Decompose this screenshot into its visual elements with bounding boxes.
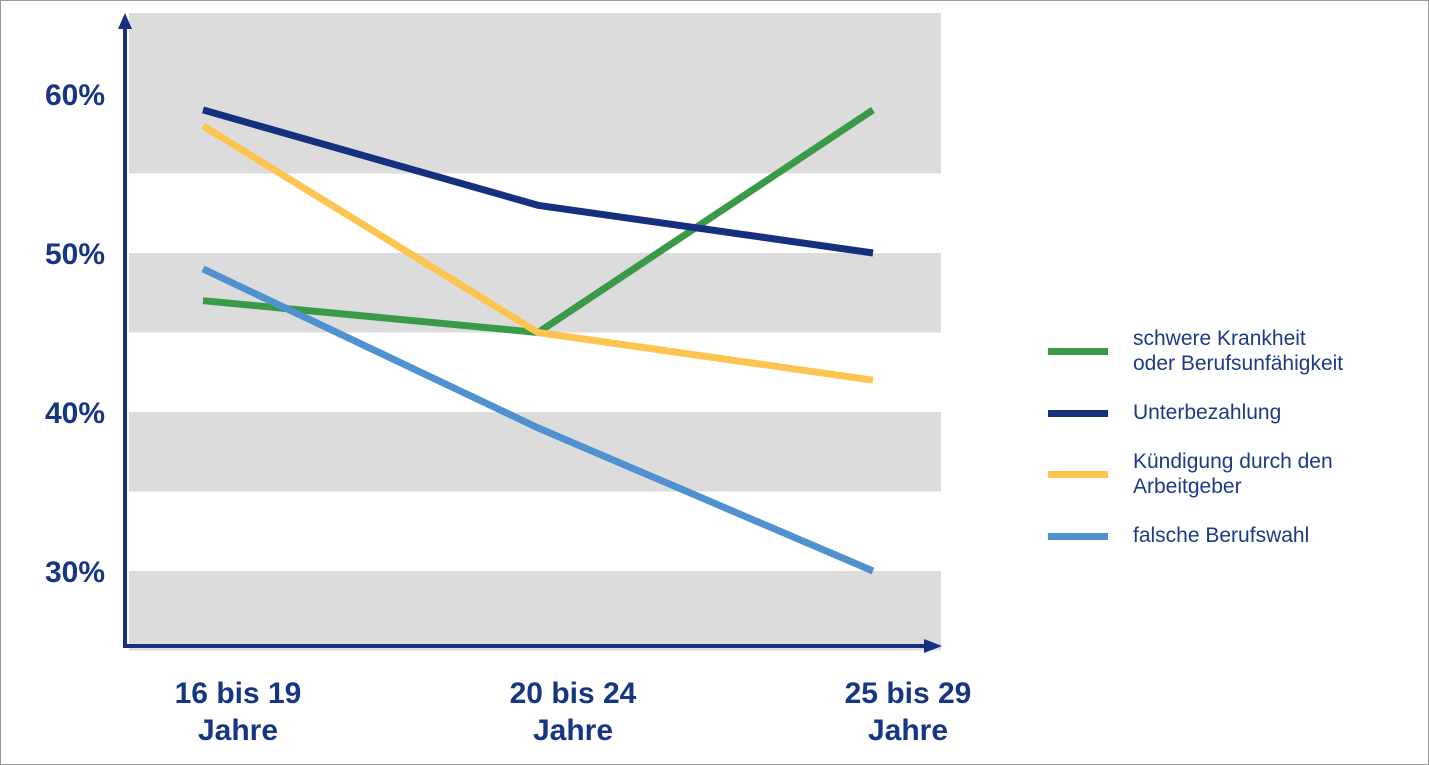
legend-item: schwere Krankheit oder Berufsunfähigkeit [1046,326,1426,376]
legend-item: Unterbezahlung [1046,400,1426,425]
legend-swatch [1048,348,1108,355]
series-line [201,265,875,575]
legend: schwere Krankheit oder Berufsunfähigkeit… [1046,326,1426,572]
y-tick-label: 60% [45,79,105,112]
legend-label: Unterbezahlung [1133,401,1282,424]
legend-item: Kündigung durch den Arbeitgeber [1046,449,1426,499]
x-axis-arrow [924,639,942,653]
y-axis-arrow [118,13,132,29]
legend-item: falsche Berufswahl [1046,523,1426,548]
grid-band [129,571,941,651]
grid-band [129,94,941,174]
legend-label: schwere Krankheit oder Berufsunfähigkeit [1133,327,1344,375]
legend-swatch [1048,409,1108,417]
x-tick-label: 25 bis 29 Jahre [845,677,972,747]
legend-label: Kündigung durch den Arbeitgeber [1133,450,1333,498]
legend-label: falsche Berufswahl [1133,524,1310,547]
y-tick-label: 40% [45,397,105,430]
y-tick-label: 30% [45,556,105,589]
series-line [201,122,874,384]
legend-swatch [1048,532,1108,540]
y-tick-label: 50% [45,238,105,271]
grid-band [129,13,941,94]
series-line [202,106,874,257]
x-tick-label: 20 bis 24 Jahre [510,677,637,747]
grid-band [129,253,941,333]
legend-swatch [1048,471,1108,478]
x-tick-label: 16 bis 19 Jahre [175,677,302,747]
